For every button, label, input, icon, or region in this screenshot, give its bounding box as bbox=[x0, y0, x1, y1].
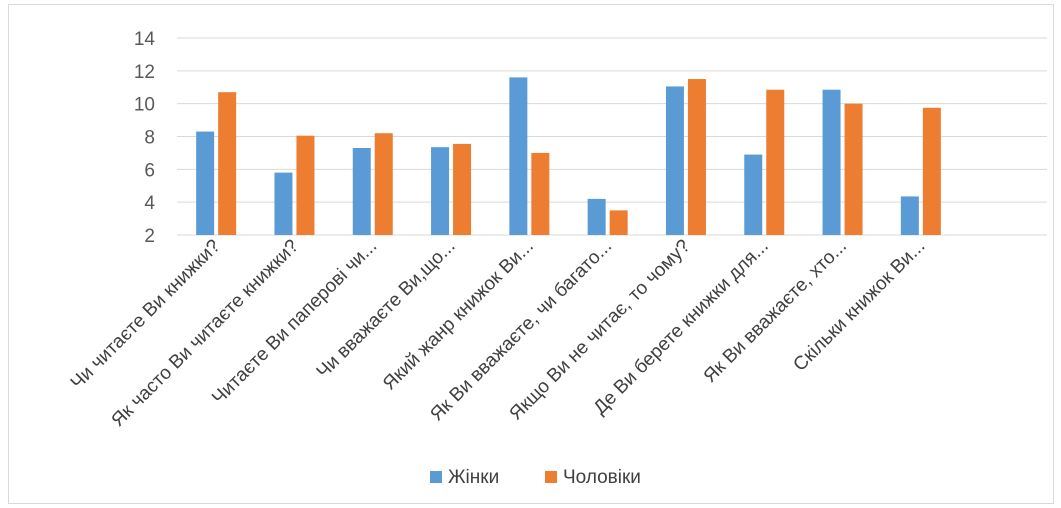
bar-zhinky-5 bbox=[587, 198, 606, 235]
legend-label: Жінки bbox=[448, 467, 499, 488]
bar-cholovik-0 bbox=[218, 92, 237, 235]
y-tick-label: 2 bbox=[144, 226, 155, 247]
bar-cholovik-5 bbox=[609, 210, 628, 235]
category-label: Чи читаєте Ви книжки? bbox=[67, 236, 225, 394]
bar-cholovik-4 bbox=[531, 152, 550, 235]
category-label: Чи вважаєте Ви,що... bbox=[313, 236, 460, 383]
y-tick-label: 12 bbox=[134, 62, 155, 83]
bar-zhinky-0 bbox=[196, 131, 215, 235]
category-labels: Чи читаєте Ви книжки?Як часто Ви читаєте… bbox=[67, 236, 930, 431]
bar-cholovik-6 bbox=[687, 79, 706, 236]
y-tick-label: 6 bbox=[144, 160, 155, 181]
bar-zhinky-6 bbox=[665, 86, 684, 235]
y-tick-label: 10 bbox=[134, 95, 155, 116]
legend-label: Чоловіки bbox=[563, 467, 641, 488]
y-tick-label: 4 bbox=[144, 193, 155, 214]
legend-swatch bbox=[545, 471, 557, 483]
bar-zhinky-1 bbox=[274, 172, 293, 235]
bar-cholovik-9 bbox=[922, 107, 941, 235]
bar-zhinky-7 bbox=[744, 154, 763, 235]
bar-zhinky-3 bbox=[431, 147, 450, 235]
gridlines bbox=[177, 37, 1047, 236]
chart-frame: 2 4 6 8 10 12 14 Чи читаєте Ви книжки? Як часто… bbox=[8, 4, 1054, 504]
bar-zhinky-8 bbox=[822, 89, 841, 236]
bar-cholovik-7 bbox=[766, 89, 785, 236]
bar-zhinky-9 bbox=[900, 196, 919, 235]
legend-swatch bbox=[430, 471, 442, 483]
y-tick-label: 8 bbox=[144, 128, 155, 149]
bar-chart: 2 4 6 8 10 12 14 Чи читаєте Ви книжки?Як часто… bbox=[67, 29, 1047, 488]
bar-zhinky-2 bbox=[352, 147, 371, 235]
category-label: Як Ви вважаєте, хто... bbox=[700, 236, 851, 387]
category-label: Читаєте Ви паперові чи... bbox=[208, 236, 381, 409]
bar-cholovik-1 bbox=[296, 135, 315, 235]
category-label: Скільки книжок Ви... bbox=[789, 236, 929, 376]
category-label: Який жанр книжок Ви... bbox=[379, 236, 538, 395]
bar-zhinky-4 bbox=[509, 77, 528, 236]
bar-cholovik-3 bbox=[453, 143, 472, 235]
y-axis-ticks: 2 4 6 8 10 12 14 bbox=[134, 29, 156, 247]
bar-cholovik-8 bbox=[844, 103, 863, 236]
bar-cholovik-2 bbox=[374, 133, 393, 235]
bars bbox=[196, 77, 941, 236]
y-tick-label: 14 bbox=[134, 29, 156, 50]
legend: Жінки Чоловіки bbox=[430, 467, 641, 488]
